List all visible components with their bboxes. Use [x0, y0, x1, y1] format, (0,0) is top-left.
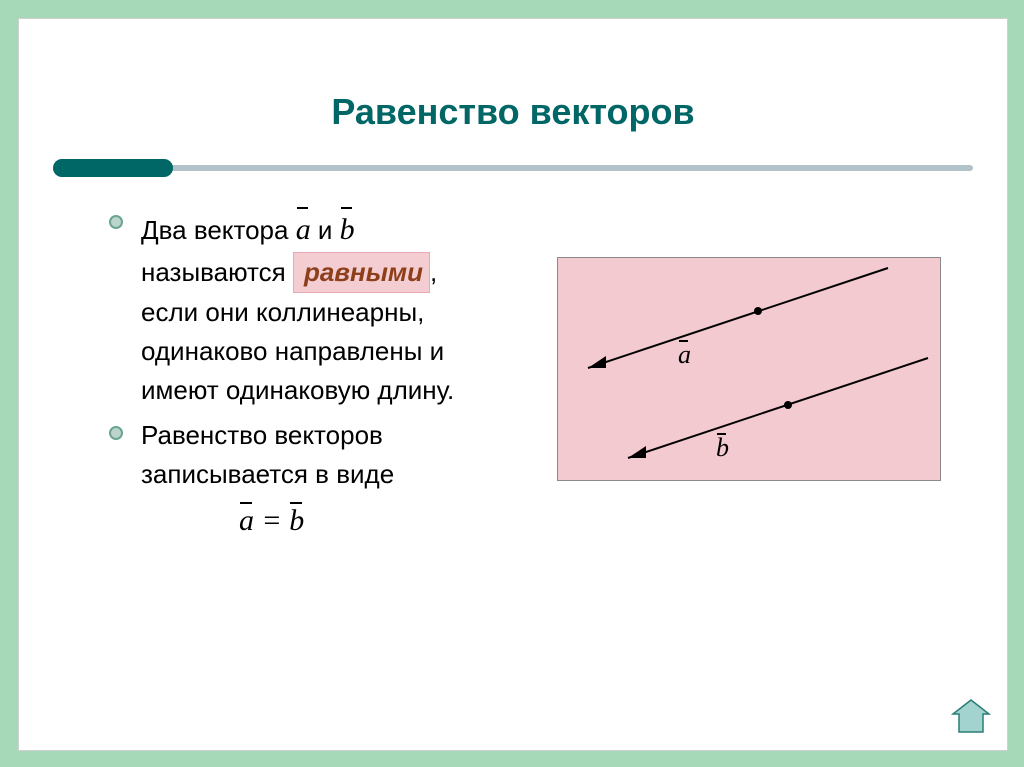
accent-bar-cap — [53, 159, 173, 177]
equation-right: b — [289, 500, 304, 538]
home-button[interactable] — [951, 698, 991, 734]
bullet-item: Два вектора a и b называются равными, ес… — [109, 205, 489, 410]
diagram-svg — [558, 258, 940, 480]
vector-b — [628, 358, 928, 458]
midpoint-dot — [784, 401, 792, 409]
home-icon — [951, 698, 991, 734]
bullet-dot-icon — [109, 426, 123, 440]
equation-left: a — [239, 500, 254, 538]
bullet-text: Равенство векторов записывается в виде — [141, 416, 489, 494]
text-fragment: называются — [141, 257, 293, 287]
text-fragment: и — [318, 215, 340, 245]
vector-symbol-a: a — [296, 205, 311, 252]
accent-bar — [53, 159, 973, 177]
vector-line — [628, 358, 928, 458]
vector-symbol-b: b — [340, 205, 355, 252]
slide: Равенство векторов Два вектора a и b наз… — [18, 18, 1008, 751]
vector-label-a: a — [678, 340, 691, 370]
equation: a = b — [239, 500, 489, 538]
bullet-text: Два вектора a и b называются равными, ес… — [141, 205, 489, 410]
vector-a — [588, 268, 888, 368]
midpoint-dot — [754, 307, 762, 315]
text-fragment: Два вектора — [141, 215, 296, 245]
vector-diagram: a b — [557, 257, 941, 481]
accent-bar-track — [53, 165, 973, 171]
equation-op: = — [254, 504, 289, 537]
bullet-item: Равенство векторов записывается в виде — [109, 416, 489, 494]
slide-title: Равенство векторов — [19, 91, 1007, 133]
arrowhead-icon — [628, 446, 646, 458]
arrowhead-icon — [588, 356, 606, 368]
highlight-word: равными — [293, 252, 430, 293]
bullet-dot-icon — [109, 215, 123, 229]
vector-line — [588, 268, 888, 368]
vector-label-b: b — [716, 433, 729, 463]
content-area: Два вектора a и b называются равными, ес… — [109, 205, 489, 538]
